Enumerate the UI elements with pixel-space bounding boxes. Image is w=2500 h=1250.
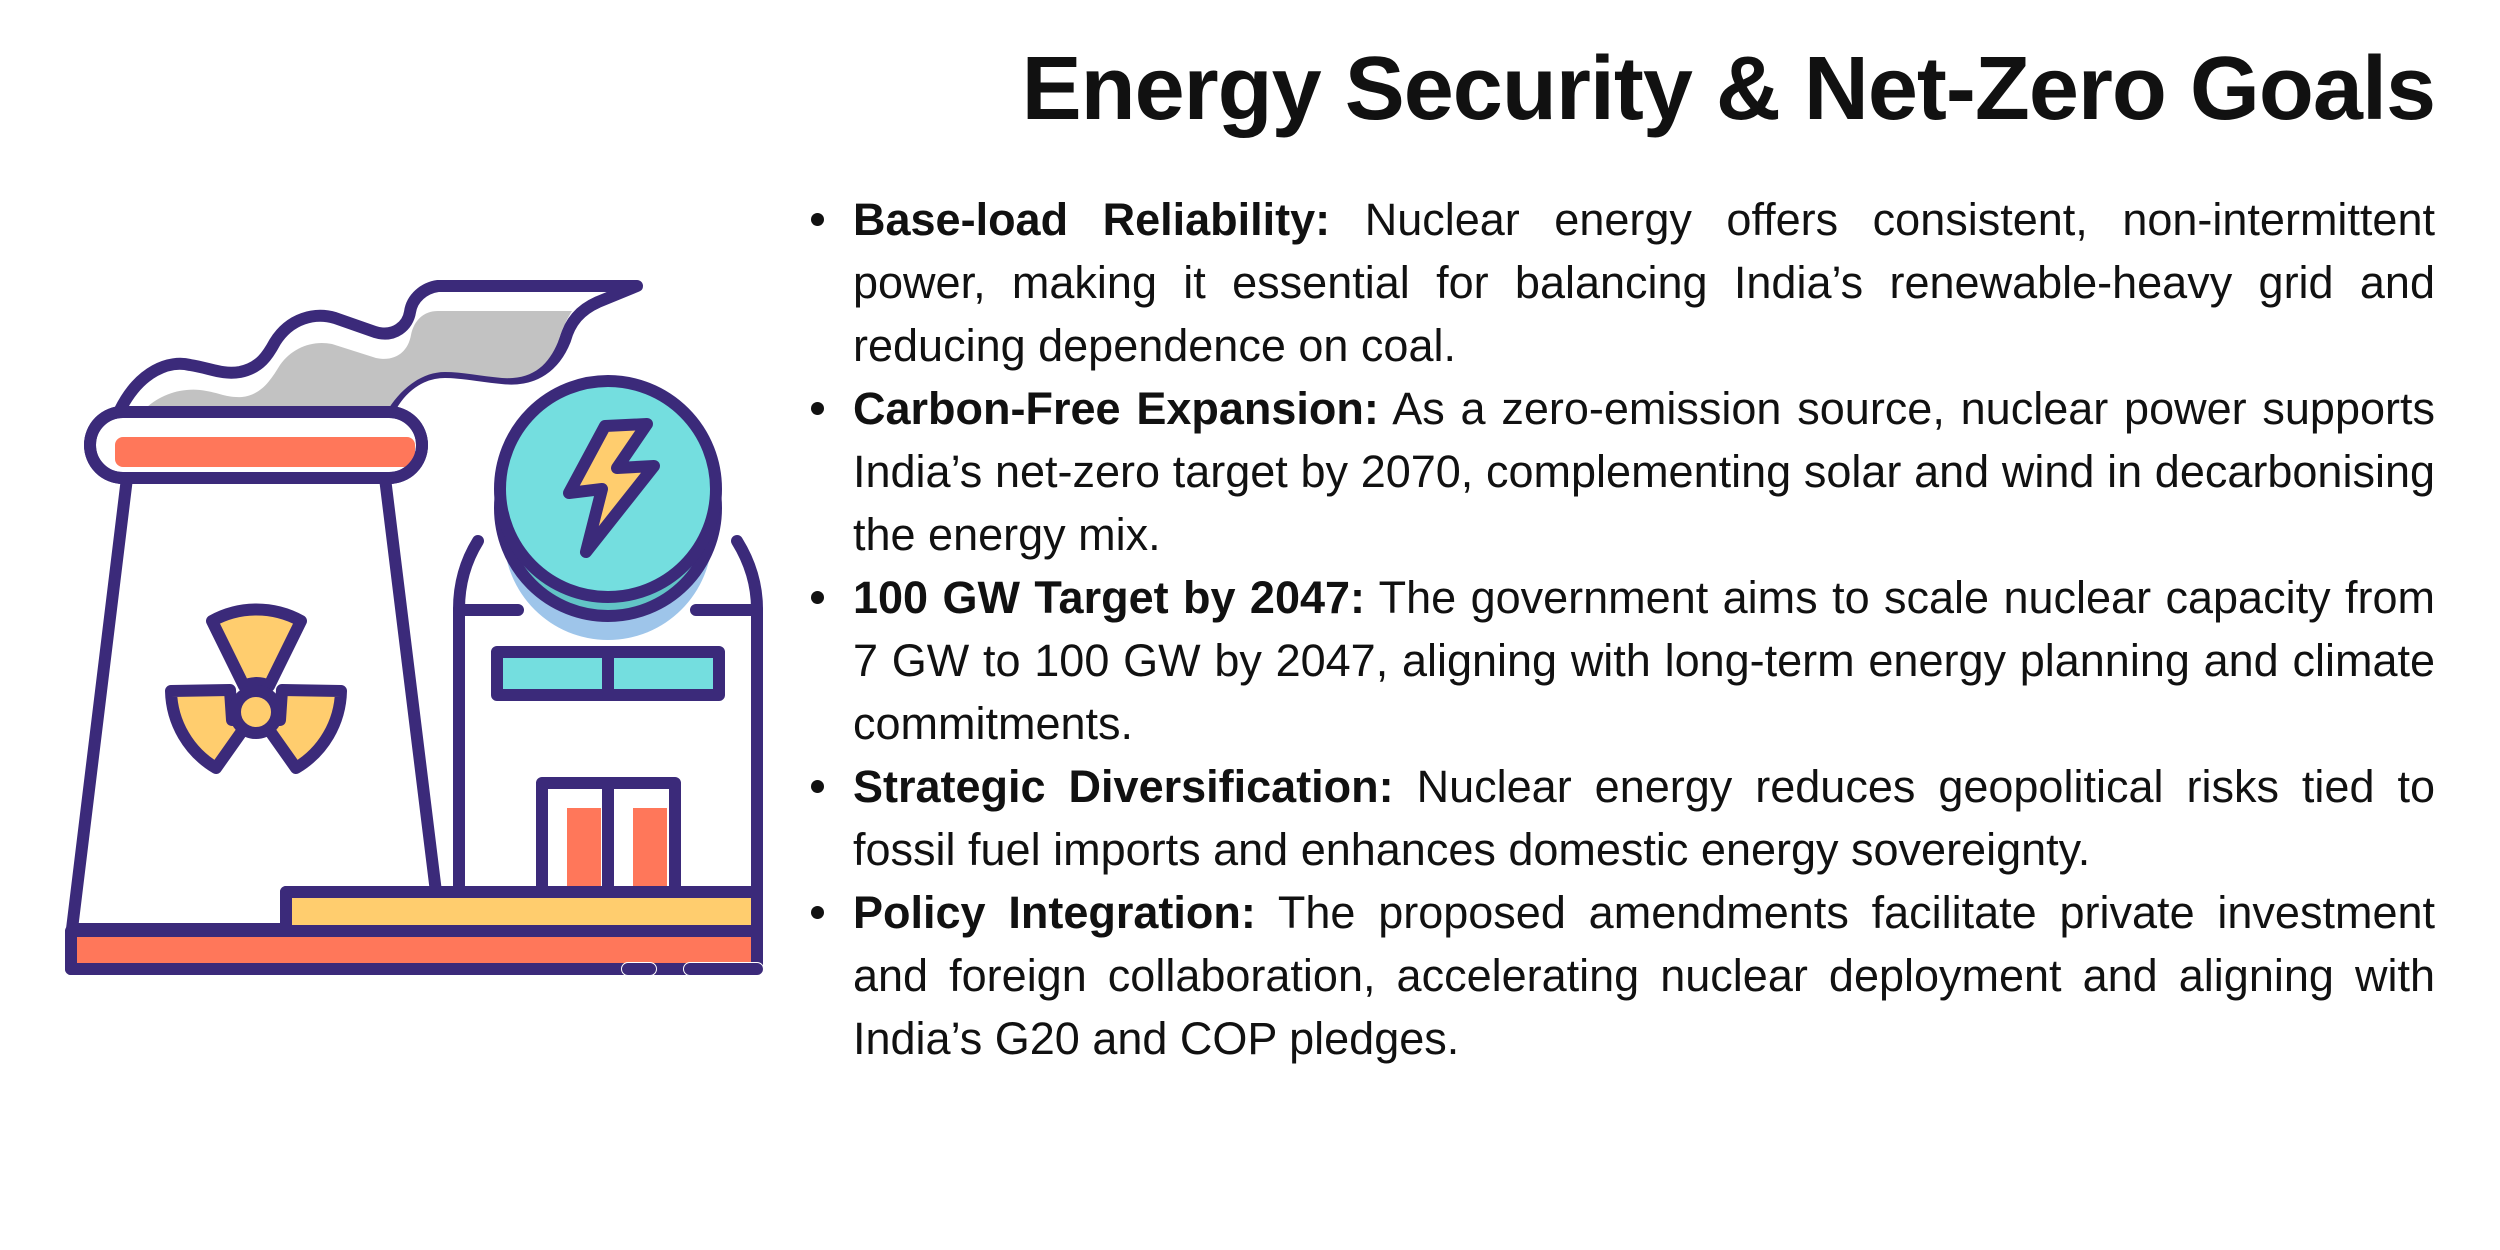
item-heading: Strategic Diversification: xyxy=(853,761,1394,812)
bullet-icon xyxy=(811,402,824,415)
item-text: As a zero-emission source, nuclear power… xyxy=(853,383,2436,560)
item-text: The proposed amendments facilitate priva… xyxy=(853,887,2435,1064)
ground-base xyxy=(65,925,763,975)
radiation-icon xyxy=(165,603,347,774)
item-heading: Base-load Reliability: xyxy=(853,194,1331,245)
nuclear-power-plant-icon xyxy=(65,280,764,976)
list-item: 100 GW Target by 2047: The government ai… xyxy=(811,566,2435,755)
lightning-icon xyxy=(563,418,660,558)
bullet-icon xyxy=(811,780,824,793)
bullet-list: Base-load Reliability: Nuclear energy of… xyxy=(811,188,2435,1070)
item-heading: Policy Integration: xyxy=(853,887,1256,938)
item-text: The government aims to scale nuclear cap… xyxy=(853,572,2435,749)
page-title: Energy Security & Net-Zero Goals xyxy=(1021,39,2436,139)
item-heading: 100 GW Target by 2047: xyxy=(853,572,1366,623)
item-heading: Carbon-Free Expansion: xyxy=(853,383,1379,434)
item-text: Nuclear energy reduces geopolitical risk… xyxy=(853,761,2436,875)
list-item: Strategic Diversification: Nuclear energ… xyxy=(811,755,2435,881)
item-text: Nuclear energy offers consistent, non-in… xyxy=(853,194,2435,371)
bullet-icon xyxy=(811,213,824,226)
bullet-icon xyxy=(811,906,824,919)
platform xyxy=(280,886,763,937)
smoke-shade xyxy=(146,311,572,408)
list-item: Carbon-Free Expansion: As a zero-emissio… xyxy=(811,377,2435,566)
list-item: Base-load Reliability: Nuclear energy of… xyxy=(811,188,2435,377)
bullet-icon xyxy=(811,591,824,604)
reactor-building xyxy=(453,603,763,898)
list-item: Policy Integration: The proposed amendme… xyxy=(811,881,2435,1070)
